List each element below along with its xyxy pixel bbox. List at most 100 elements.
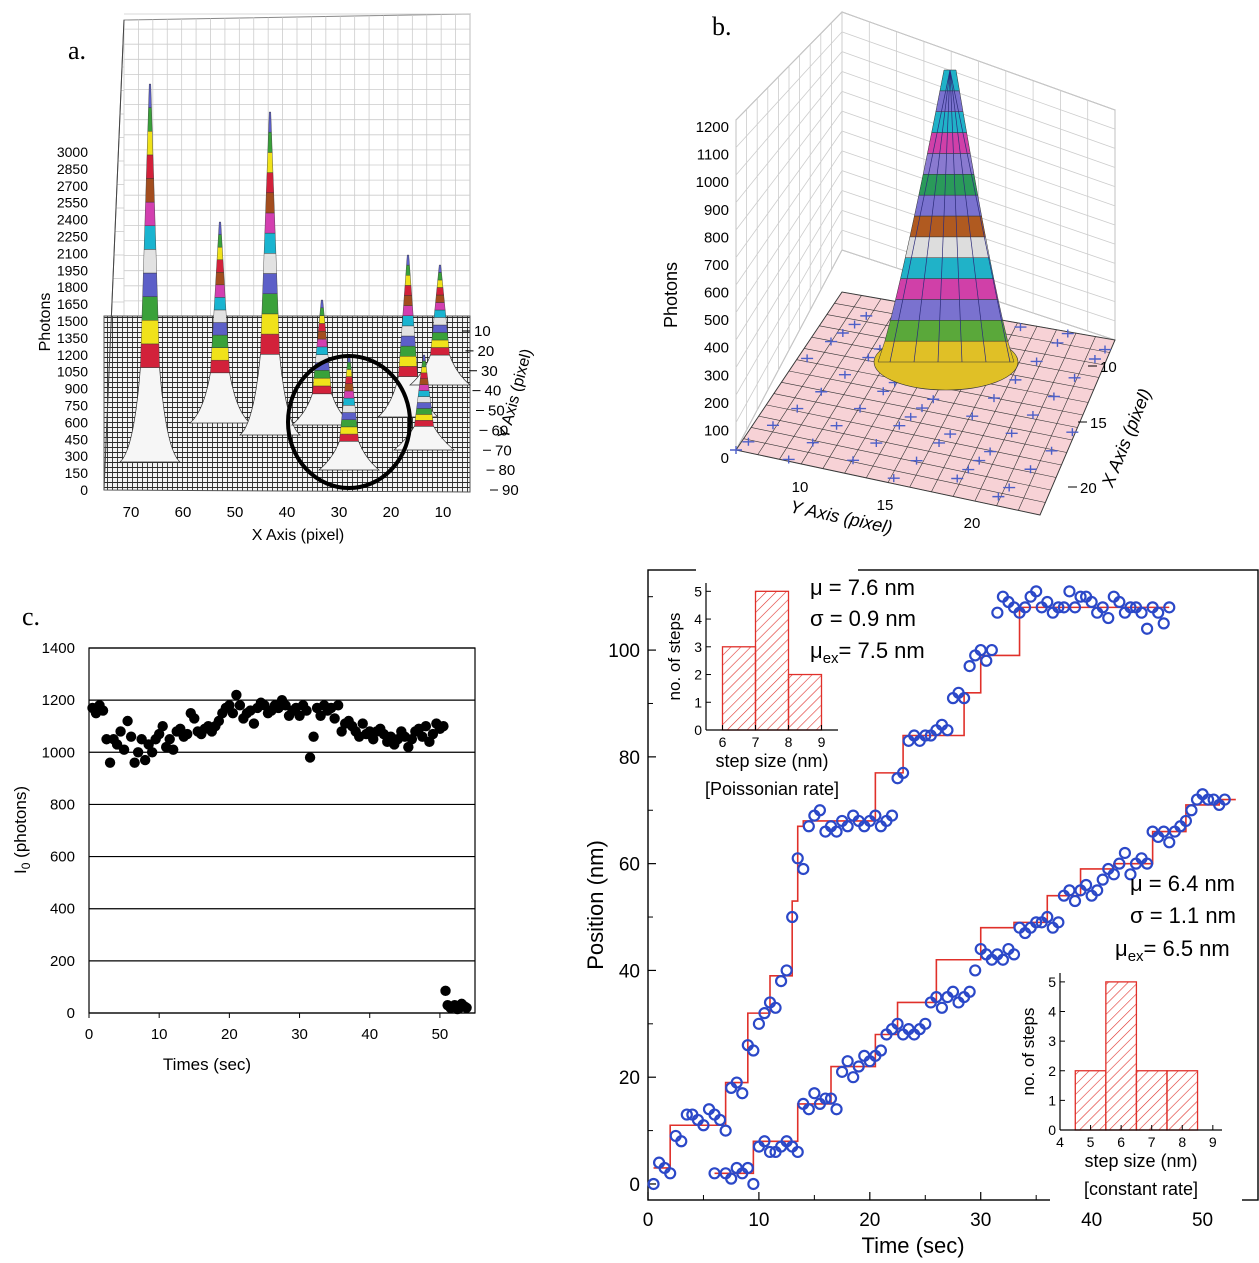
stats-sigma-2: σ = 1.1 nm bbox=[1130, 903, 1236, 928]
data-point-d bbox=[969, 964, 982, 977]
peak-band-a bbox=[418, 384, 430, 391]
z-tick-a: 1350 bbox=[57, 330, 88, 346]
floor-cross-b bbox=[927, 395, 940, 404]
peak-band-a bbox=[315, 346, 329, 355]
floor-cross-b bbox=[1003, 483, 1016, 492]
x-tick-d: 10 bbox=[748, 1210, 769, 1231]
x-tick-a: 40 bbox=[279, 504, 296, 521]
data-point-c bbox=[368, 734, 379, 745]
panel-label-a: a. bbox=[68, 36, 87, 65]
peak-band-a bbox=[144, 201, 156, 226]
data-point-d bbox=[896, 766, 910, 779]
y-tick-c: 1000 bbox=[42, 744, 75, 761]
back-walls-a bbox=[103, 13, 471, 491]
data-point-c bbox=[332, 700, 344, 711]
z-axis-label-b: Photons bbox=[661, 262, 681, 328]
data-point-d bbox=[819, 1092, 832, 1105]
y-tick-b: 10 bbox=[792, 479, 809, 496]
peak-band-a bbox=[433, 309, 447, 318]
data-point-c bbox=[357, 718, 368, 729]
data-point-d bbox=[1113, 857, 1126, 870]
x-tick-c: 10 bbox=[151, 1026, 168, 1043]
x-tick-d: 50 bbox=[1192, 1210, 1213, 1231]
z-axis-line-a bbox=[103, 19, 125, 491]
peak-band-b bbox=[935, 90, 964, 112]
peak-mesh-b bbox=[949, 69, 963, 363]
peak-band-a bbox=[312, 377, 332, 387]
y-tick-a: 20 bbox=[478, 343, 495, 360]
data-point-d bbox=[741, 1161, 754, 1175]
peak-band-a bbox=[401, 315, 415, 327]
data-point-d bbox=[747, 1044, 760, 1057]
peak-band-a bbox=[317, 331, 327, 340]
x-tick-a: 30 bbox=[331, 504, 348, 521]
data-point-d bbox=[1163, 601, 1176, 614]
floor-cross-b bbox=[951, 474, 964, 483]
inset-x-tick-poissonian: 8 bbox=[785, 734, 793, 750]
floor-cross-b bbox=[791, 404, 804, 413]
peak-band-a bbox=[268, 111, 272, 133]
data-point-c bbox=[234, 700, 246, 711]
y-tick-d: 80 bbox=[619, 748, 640, 769]
x-tick-c: 50 bbox=[432, 1026, 449, 1043]
points-d bbox=[647, 585, 1231, 1191]
peak-band-b bbox=[931, 111, 967, 133]
peak-band-a bbox=[214, 284, 226, 298]
peak-band-a bbox=[210, 359, 230, 373]
floor-cross-b bbox=[1088, 354, 1101, 363]
data-point-c bbox=[115, 726, 126, 737]
floor-cross-b bbox=[904, 412, 917, 421]
data-point-c bbox=[157, 721, 168, 732]
data-point-c bbox=[420, 721, 432, 732]
inset-x-tick-constant: 7 bbox=[1148, 1134, 1156, 1150]
data-point-d bbox=[1140, 857, 1154, 870]
peak-mesh-b bbox=[913, 69, 951, 363]
peak-band-a bbox=[216, 259, 224, 273]
data-point-d bbox=[885, 809, 899, 822]
data-point-d bbox=[1091, 884, 1104, 897]
data-point-d bbox=[1135, 606, 1148, 619]
floor-cross-b bbox=[1051, 338, 1064, 347]
floor-cross-b bbox=[782, 455, 795, 464]
data-point-d bbox=[1113, 595, 1126, 609]
data-point-d bbox=[1052, 601, 1065, 614]
data-point-d bbox=[758, 1135, 771, 1148]
data-point-d bbox=[763, 1145, 777, 1159]
floor-cross-b bbox=[742, 437, 755, 446]
y-tick-d: 20 bbox=[619, 1068, 640, 1089]
inset-bar-constant bbox=[1105, 981, 1138, 1131]
z-tick-b: 600 bbox=[704, 285, 729, 302]
stats-constant: μ = 6.4 nm σ = 1.1 nm μex= 6.5 nm bbox=[1115, 871, 1236, 965]
data-point-c bbox=[118, 744, 130, 755]
data-point-d bbox=[1074, 590, 1087, 603]
data-point-d bbox=[780, 964, 793, 977]
data-point-c bbox=[336, 726, 347, 737]
data-point-c bbox=[406, 734, 418, 745]
peak-band-a bbox=[420, 366, 428, 374]
inset-bar-constant bbox=[1135, 1070, 1168, 1131]
y-tick-b: 15 bbox=[877, 497, 894, 514]
inset-bar-poissonian bbox=[754, 590, 790, 731]
peak-band-a bbox=[401, 325, 415, 337]
peak-band-a bbox=[148, 83, 152, 108]
inset-y-tick-constant: 2 bbox=[1048, 1063, 1056, 1079]
data-point-d bbox=[996, 953, 1010, 966]
surface-plot-b: 1200110010009008007006005004003002001000… bbox=[661, 11, 1155, 538]
data-point-d bbox=[1063, 585, 1076, 598]
peak-band-a bbox=[405, 264, 411, 276]
floor-cross-b bbox=[916, 404, 929, 413]
peak-band-a bbox=[404, 285, 412, 296]
peak-band-a bbox=[263, 253, 277, 274]
data-point-d bbox=[791, 852, 804, 865]
inset-ylabel-constant: no. of steps bbox=[1019, 1008, 1038, 1096]
floor-cross-b bbox=[992, 492, 1005, 501]
peak-a bbox=[189, 221, 251, 424]
peak-band-a bbox=[398, 356, 418, 367]
data-point-d bbox=[1068, 894, 1082, 908]
data-point-c bbox=[248, 718, 260, 729]
peak-band-a bbox=[143, 249, 157, 274]
peak-band-a bbox=[140, 320, 160, 345]
peak-mesh-b bbox=[937, 69, 951, 363]
floor-mesh-b bbox=[1018, 336, 1096, 511]
z-tick-a: 450 bbox=[65, 431, 89, 447]
